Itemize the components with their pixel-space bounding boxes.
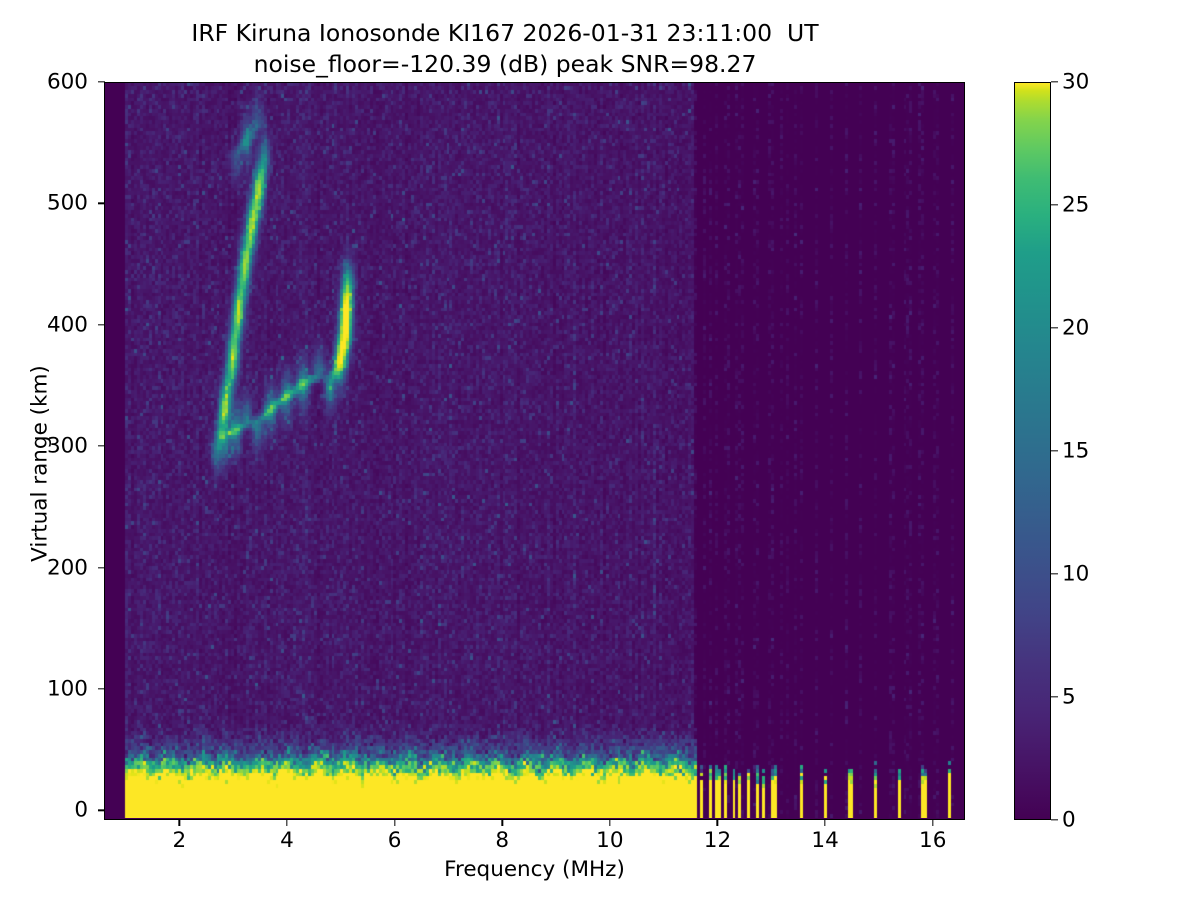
x-tick-label: 12: [703, 828, 732, 853]
x-tick-label: 4: [280, 828, 294, 853]
x-tick-mark: [609, 819, 611, 826]
x-tick-label: 16: [919, 828, 947, 853]
colorbar-tick-mark: [1051, 696, 1058, 698]
y-axis-label: Virtual range (km): [27, 365, 53, 562]
plot-title: IRF Kiruna Ionosonde KI167 2026-01-31 23…: [0, 18, 1010, 79]
y-tick-label: 0: [74, 797, 88, 823]
x-tick-label: 8: [495, 828, 510, 853]
colorbar-tick-mark: [1051, 81, 1058, 83]
y-tick-label: 500: [46, 190, 88, 216]
y-tick-label: 600: [46, 69, 88, 95]
y-tick-mark: [97, 324, 105, 326]
title-line-1: IRF Kiruna Ionosonde KI167 2026-01-31 23…: [191, 19, 819, 47]
x-tick-label: 2: [172, 828, 187, 853]
colorbar-tick-mark: [1051, 573, 1058, 575]
y-tick-mark: [97, 81, 105, 83]
y-tick-label: 300: [46, 433, 88, 459]
colorbar-tick-label: 30: [1062, 69, 1090, 95]
colorbar-tick-mark: [1051, 819, 1058, 821]
y-tick-mark: [97, 566, 105, 569]
ionogram-heatmap[interactable]: [105, 83, 963, 818]
x-tick-mark: [393, 819, 396, 826]
colorbar-tick-mark: [1051, 204, 1058, 206]
x-tick-label: 6: [387, 828, 402, 853]
x-tick-mark: [824, 819, 826, 826]
title-line-2: noise_floor=-120.39 (dB) peak SNR=98.27: [253, 49, 757, 78]
y-tick-mark: [97, 688, 105, 690]
colorbar-tick-label: 0: [1062, 807, 1076, 833]
x-tick-mark: [286, 819, 288, 826]
colorbar-tick-label: 25: [1062, 192, 1090, 218]
x-tick-label: 14: [811, 828, 839, 853]
x-tick-label: 10: [596, 828, 624, 853]
colorbar-tick-label: 5: [1062, 684, 1076, 710]
x-axis-label: Frequency (MHz): [444, 857, 625, 882]
y-tick-label: 400: [46, 312, 88, 337]
colorbar[interactable]: [1014, 82, 1051, 820]
y-tick-label: 200: [46, 554, 88, 580]
colorbar-tick-label: 10: [1062, 561, 1090, 587]
x-tick-mark: [178, 819, 180, 826]
colorbar-tick-mark: [1051, 327, 1058, 329]
y-tick-mark: [97, 809, 105, 811]
colorbar-tick-label: 20: [1062, 315, 1090, 341]
y-tick-mark: [97, 445, 105, 447]
x-tick-mark: [932, 819, 934, 826]
ionogram-axes[interactable]: [104, 82, 965, 820]
y-tick-mark: [97, 202, 105, 205]
colorbar-tick-mark: [1051, 450, 1058, 452]
x-tick-mark: [716, 819, 719, 826]
y-tick-label: 100: [46, 676, 88, 702]
x-tick-mark: [501, 819, 503, 826]
colorbar-tick-label: 15: [1062, 438, 1090, 464]
